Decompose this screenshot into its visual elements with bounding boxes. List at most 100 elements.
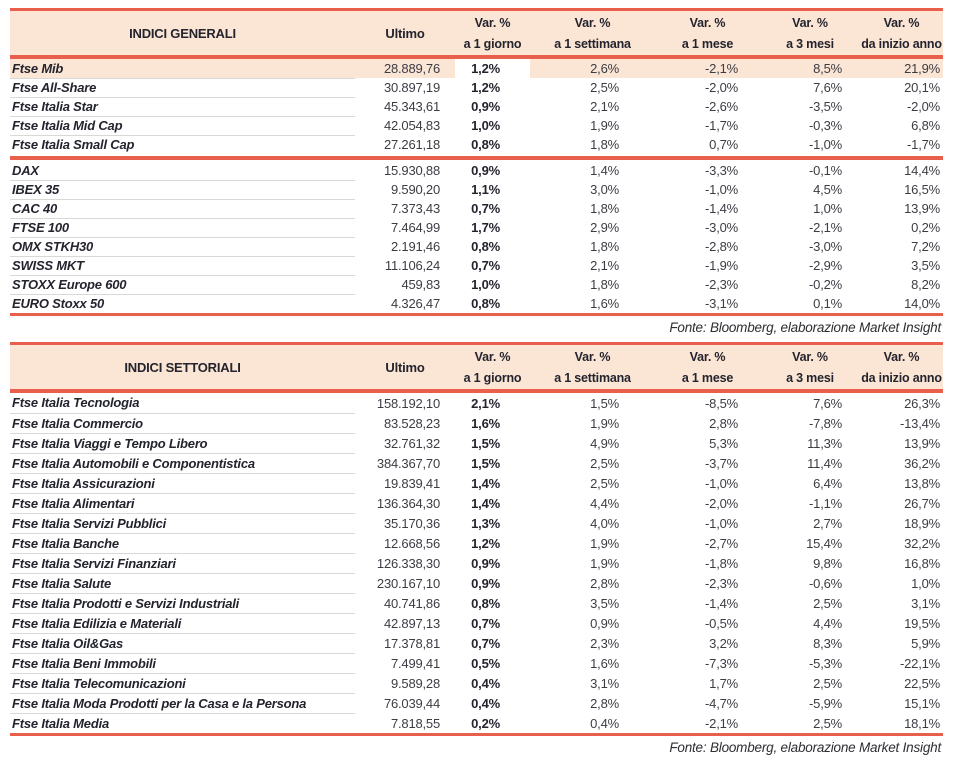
var-1-settimana-cell: 2,1% — [590, 258, 619, 273]
var-3-mesi-cell: 0,1% — [813, 296, 842, 311]
index-name-cell: Ftse Italia Mid Cap — [10, 116, 355, 136]
table-header-row: INDICI GENERALI Ultimo Var. % a 1 giorno… — [10, 11, 943, 55]
var-3-mesi-cell: 8,3% — [813, 635, 842, 651]
var-inizio-anno-cell: 14,0% — [904, 296, 940, 311]
var-1-mese-cell: -3,0% — [705, 220, 738, 235]
col-header-ultimo: Ultimo — [355, 11, 455, 55]
var-1-mese-cell: -3,1% — [705, 296, 738, 311]
index-name-cell: Ftse Italia Edilizia e Materiali — [10, 613, 355, 634]
var-1-mese-cell: -4,7% — [705, 695, 738, 711]
var-1-settimana-cell: 1,5% — [590, 395, 619, 411]
index-row: Ftse Italia Tecnologia 158.192,10 2,1% 1,5%… — [10, 393, 943, 414]
ultimo-cell: 35.170,36 — [383, 515, 440, 531]
var-1-settimana-cell: 1,9% — [590, 118, 619, 133]
var-label-line2: a 1 settimana — [554, 371, 631, 385]
var-1-giorno-cell: 0,9% — [471, 575, 500, 591]
var-1-settimana-cell: 1,6% — [590, 655, 619, 671]
var-1-giorno-cell: 0,4% — [471, 695, 500, 711]
index-row: Ftse Italia Moda Prodotti per la Casa e … — [10, 693, 943, 714]
index-group: Ftse Italia Tecnologia 158.192,10 2,1% 1,5%… — [10, 393, 943, 733]
var-inizio-anno-cell: 3,5% — [911, 258, 940, 273]
var-1-giorno-cell: 1,4% — [471, 475, 500, 491]
header-divider-row — [10, 55, 943, 59]
index-row: FTSE 100 7.464,99 1,7% 2,9% -3,0% -2,1% 0,2% — [10, 218, 943, 238]
var-3-mesi-cell: -3,0% — [809, 239, 842, 254]
var-1-settimana-cell: 2,1% — [590, 99, 619, 114]
index-name-cell: Ftse Italia Viaggi e Tempo Libero — [10, 433, 355, 454]
ultimo-cell: 384.367,70 — [376, 455, 440, 471]
var-3-mesi-cell: 7,6% — [813, 395, 842, 411]
var-1-settimana-cell: 2,9% — [590, 220, 619, 235]
var-label-line1: Var. % — [883, 350, 920, 364]
ultimo-cell: 7.818,55 — [390, 715, 440, 731]
index-row: Ftse Italia Assicurazioni 19.839,41 1,4% 2,… — [10, 473, 943, 494]
var-label-line2: a 1 giorno — [463, 37, 522, 51]
var-label-line1: Var. % — [474, 350, 511, 364]
ultimo-cell: 459,83 — [401, 277, 440, 292]
header-divider-row — [10, 389, 943, 393]
var-inizio-anno-cell: 20,1% — [904, 80, 940, 95]
var-3-mesi-cell: 2,5% — [813, 595, 842, 611]
var-inizio-anno-cell: 13,8% — [904, 475, 940, 491]
var-3-mesi-cell: -0,1% — [809, 163, 842, 178]
var-1-settimana-cell: 1,4% — [590, 163, 619, 178]
var-3-mesi-cell: 2,5% — [813, 715, 842, 731]
var-1-settimana-cell: 1,6% — [590, 296, 619, 311]
var-3-mesi-cell: 11,3% — [807, 435, 842, 451]
var-1-mese-cell: -2,0% — [705, 80, 738, 95]
ultimo-cell: 230.167,10 — [376, 575, 440, 591]
var-3-mesi-cell: -1,0% — [809, 137, 842, 152]
var-1-mese-cell: -2,0% — [705, 495, 738, 511]
var-1-mese-cell: -1,0% — [705, 182, 738, 197]
var-1-mese-cell: -3,3% — [705, 163, 738, 178]
var-1-giorno-cell: 1,2% — [471, 80, 500, 95]
var-inizio-anno-cell: 8,2% — [911, 277, 940, 292]
index-row: Ftse Italia Star 45.343,61 0,9% 2,1% -2,6% -3… — [10, 97, 943, 117]
var-1-giorno-cell: 0,8% — [471, 239, 500, 254]
var-1-mese-cell: -0,5% — [705, 615, 738, 631]
index-name-cell: Ftse Italia Media — [12, 715, 110, 731]
ultimo-cell: 7.373,43 — [390, 201, 440, 216]
var-3-mesi-cell: 4,5% — [813, 182, 842, 197]
ultimo-cell: 76.039,44 — [383, 695, 440, 711]
index-name-cell: Ftse Italia Alimentari — [10, 493, 355, 514]
var-1-mese-cell: -2,3% — [705, 277, 738, 292]
var-3-mesi-cell: 15,4% — [806, 535, 842, 551]
var-3-mesi-cell: -2,9% — [809, 258, 842, 273]
var-label-line2: a 3 mesi — [786, 371, 834, 385]
var-1-mese-cell: -1,9% — [705, 258, 738, 273]
index-name-cell: FTSE 100 — [10, 218, 355, 238]
ultimo-cell: 12.668,56 — [383, 535, 440, 551]
var-label-line2: a 1 mese — [681, 37, 734, 51]
var-inizio-anno-cell: -13,4% — [900, 415, 940, 431]
var-3-mesi-cell: 2,7% — [813, 515, 842, 531]
var-1-giorno-cell: 0,7% — [471, 615, 500, 631]
var-3-mesi-cell: 9,8% — [813, 555, 842, 571]
var-inizio-anno-cell: -1,7% — [907, 137, 940, 152]
var-3-mesi-cell: -1,1% — [809, 495, 842, 511]
index-row: Ftse Italia Salute 230.167,10 0,9% 2,8% -2,3… — [10, 573, 943, 594]
source-note: Fonte: Bloomberg, elaborazione Market In… — [669, 740, 941, 755]
index-name-cell: Ftse All-Share — [10, 78, 355, 98]
ultimo-cell: 27.261,18 — [383, 137, 440, 152]
var-1-settimana-cell: 1,8% — [590, 277, 619, 292]
index-row: Ftse Mib 28.889,76 1,2% 2,6% -2,1% 8,5% 21,9% — [10, 59, 943, 79]
index-row: Ftse Italia Servizi Pubblici 35.170,36 1,3… — [10, 513, 943, 534]
var-1-giorno-cell: 1,2% — [455, 59, 530, 78]
index-name-cell: Ftse Mib — [10, 59, 355, 79]
var-1-giorno-cell: 1,7% — [471, 220, 500, 235]
ultimo-cell: 4.326,47 — [390, 296, 440, 311]
index-row: EURO Stoxx 50 4.326,47 0,8% 1,6% -3,1% 0,1% 14… — [10, 294, 943, 313]
var-1-giorno-cell: 0,7% — [471, 258, 500, 273]
var-1-mese-cell: -2,6% — [705, 99, 738, 114]
var-1-settimana-cell: 1,8% — [590, 201, 619, 216]
index-name-cell: Ftse Italia Telecomunicazioni — [10, 673, 355, 694]
bottom-rule — [10, 313, 943, 316]
index-name-cell: Ftse Italia Oil&Gas — [10, 633, 355, 654]
var-1-mese-cell: -2,7% — [705, 535, 738, 551]
var-label-line2: a 1 settimana — [554, 37, 631, 51]
var-3-mesi-cell: -5,3% — [809, 655, 842, 671]
ultimo-cell: 30.897,19 — [383, 80, 440, 95]
var-1-settimana-cell: 2,5% — [590, 475, 619, 491]
var-inizio-anno-cell: 18,9% — [904, 515, 940, 531]
